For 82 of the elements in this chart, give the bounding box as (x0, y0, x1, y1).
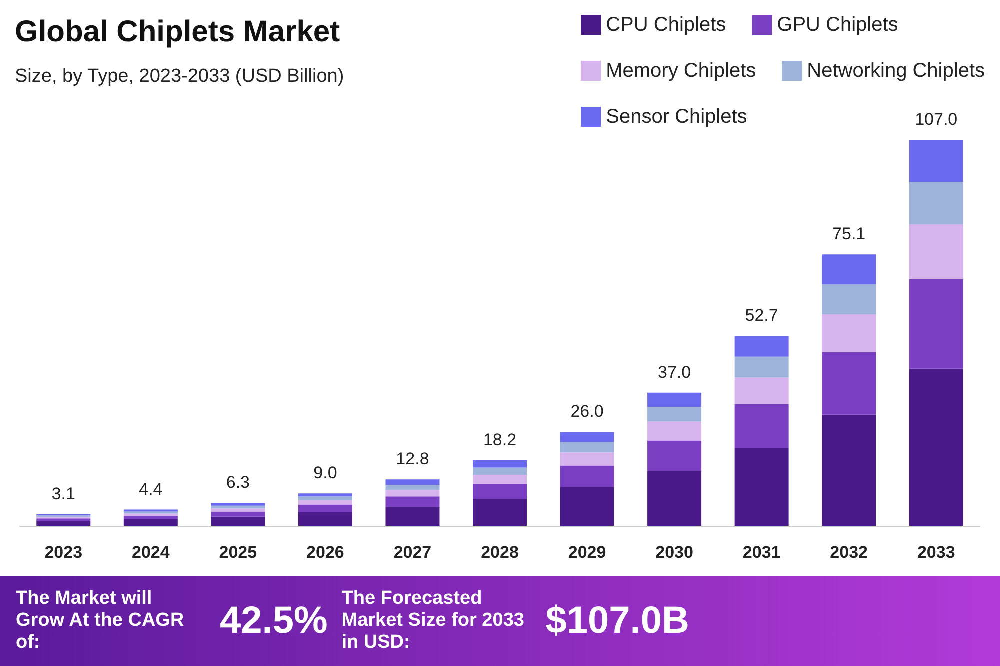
annotation: 52.7 (745, 306, 778, 326)
x-tick-label: 2026 (306, 543, 344, 562)
x-tick-label: 2023 (44, 543, 83, 562)
bar (560, 442, 614, 453)
bar (909, 279, 964, 369)
chart-subtitle: Size, by Type, 2023-2033 (USD Billion) (15, 66, 344, 87)
bar (560, 432, 614, 442)
x-tick-label: 2025 (219, 543, 258, 562)
bar (298, 512, 352, 526)
bar (211, 503, 266, 506)
bar (386, 480, 440, 486)
bar (822, 352, 876, 415)
bar (648, 392, 702, 408)
bar (560, 466, 614, 488)
bar (386, 485, 440, 490)
bar (473, 484, 527, 499)
bar (211, 512, 266, 517)
text: 42.5% (220, 600, 328, 642)
bar (386, 490, 440, 497)
x-tick-label: 2028 (481, 543, 519, 562)
bar (298, 504, 352, 512)
x-tick-label: 2030 (656, 543, 694, 562)
annotation: 9.0 (314, 464, 338, 483)
annotation: 4.4 (139, 480, 163, 499)
bar (734, 378, 789, 404)
annotation: 6.3 (226, 473, 250, 492)
bar (298, 500, 352, 505)
bar (124, 516, 178, 520)
annotation: 37.0 (658, 362, 692, 382)
text: $107.0B (546, 600, 690, 642)
bar (822, 314, 876, 352)
annotation: 12.8 (396, 450, 430, 469)
bar (560, 452, 614, 466)
bar (473, 460, 527, 468)
bar (211, 506, 266, 509)
bar (822, 254, 876, 284)
x-tick-label: 2032 (830, 543, 868, 562)
legend-label: Sensor Chiplets (606, 106, 748, 128)
bar (473, 475, 527, 484)
bar (822, 414, 876, 526)
annotation: 18.2 (483, 430, 517, 450)
chart-title: Global Chiplets Market (15, 16, 340, 48)
legend-label: GPU Chiplets (777, 14, 898, 36)
bar (211, 516, 266, 526)
bar (298, 494, 352, 497)
bar (822, 284, 876, 314)
x-tick-label: 2027 (394, 543, 432, 562)
x-tick-label: 2024 (132, 543, 170, 562)
annotation: 26.0 (570, 402, 604, 422)
bar (648, 471, 702, 526)
legend-label: Networking Chiplets (807, 60, 986, 82)
bar (386, 496, 440, 508)
annotation: 75.1 (832, 224, 866, 244)
bar (386, 507, 440, 526)
x-tick-label: 2029 (568, 543, 606, 562)
bar (124, 519, 178, 526)
bar (211, 508, 266, 512)
legend-label: Memory Chiplets (606, 60, 756, 82)
bar (734, 448, 789, 526)
text: The Market will Grow At the CAGR of: (16, 588, 186, 654)
bar (909, 182, 964, 225)
bar (909, 368, 964, 526)
legend-label: CPU Chiplets (606, 14, 726, 36)
bar (648, 407, 702, 422)
annotation: 107.0 (915, 110, 958, 129)
bar (909, 224, 964, 280)
bar (473, 498, 527, 526)
bar (734, 356, 789, 378)
bar (298, 496, 352, 500)
bar (36, 521, 91, 526)
x-tick-label: 2031 (742, 543, 781, 562)
x-tick-label: 2033 (917, 543, 956, 562)
annotation: 3.1 (52, 484, 76, 504)
bar (36, 518, 91, 522)
bar (560, 487, 614, 526)
text: The Forecasted Market Size for 2033 in USD: (342, 588, 526, 654)
bar (473, 468, 527, 476)
bar (734, 404, 789, 448)
bar (648, 440, 702, 472)
bar (909, 140, 964, 182)
bar (734, 336, 789, 357)
bar (648, 422, 702, 441)
